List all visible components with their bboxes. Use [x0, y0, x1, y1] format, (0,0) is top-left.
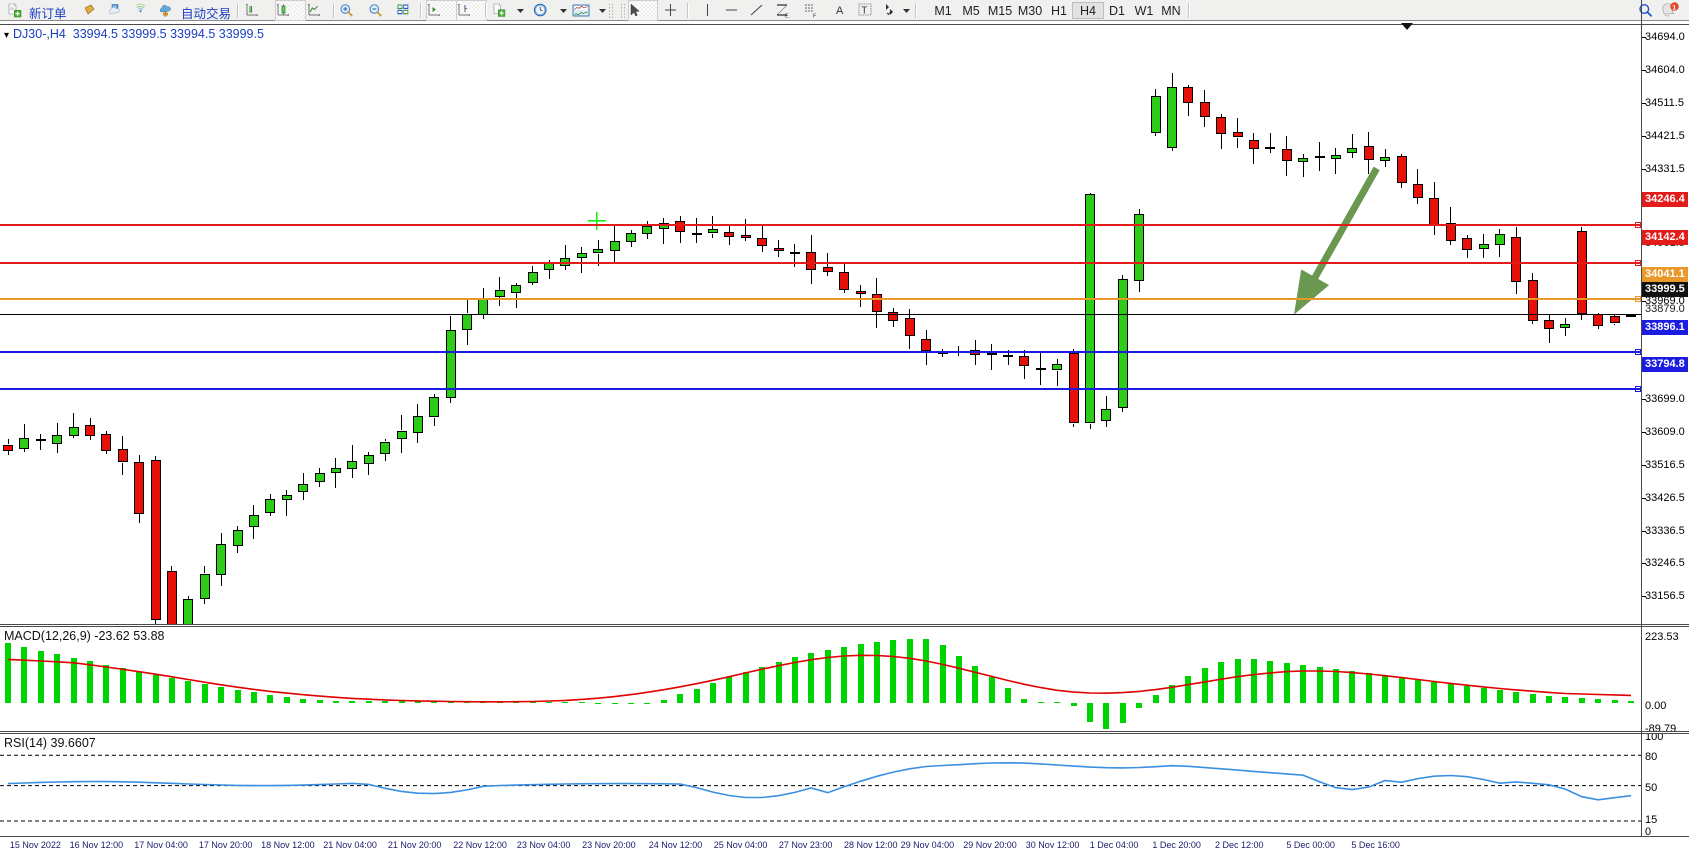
svg-text:F: F [813, 14, 817, 19]
svg-text:A: A [836, 5, 844, 17]
svg-text:E: E [785, 14, 789, 19]
svg-text:T: T [861, 6, 867, 17]
